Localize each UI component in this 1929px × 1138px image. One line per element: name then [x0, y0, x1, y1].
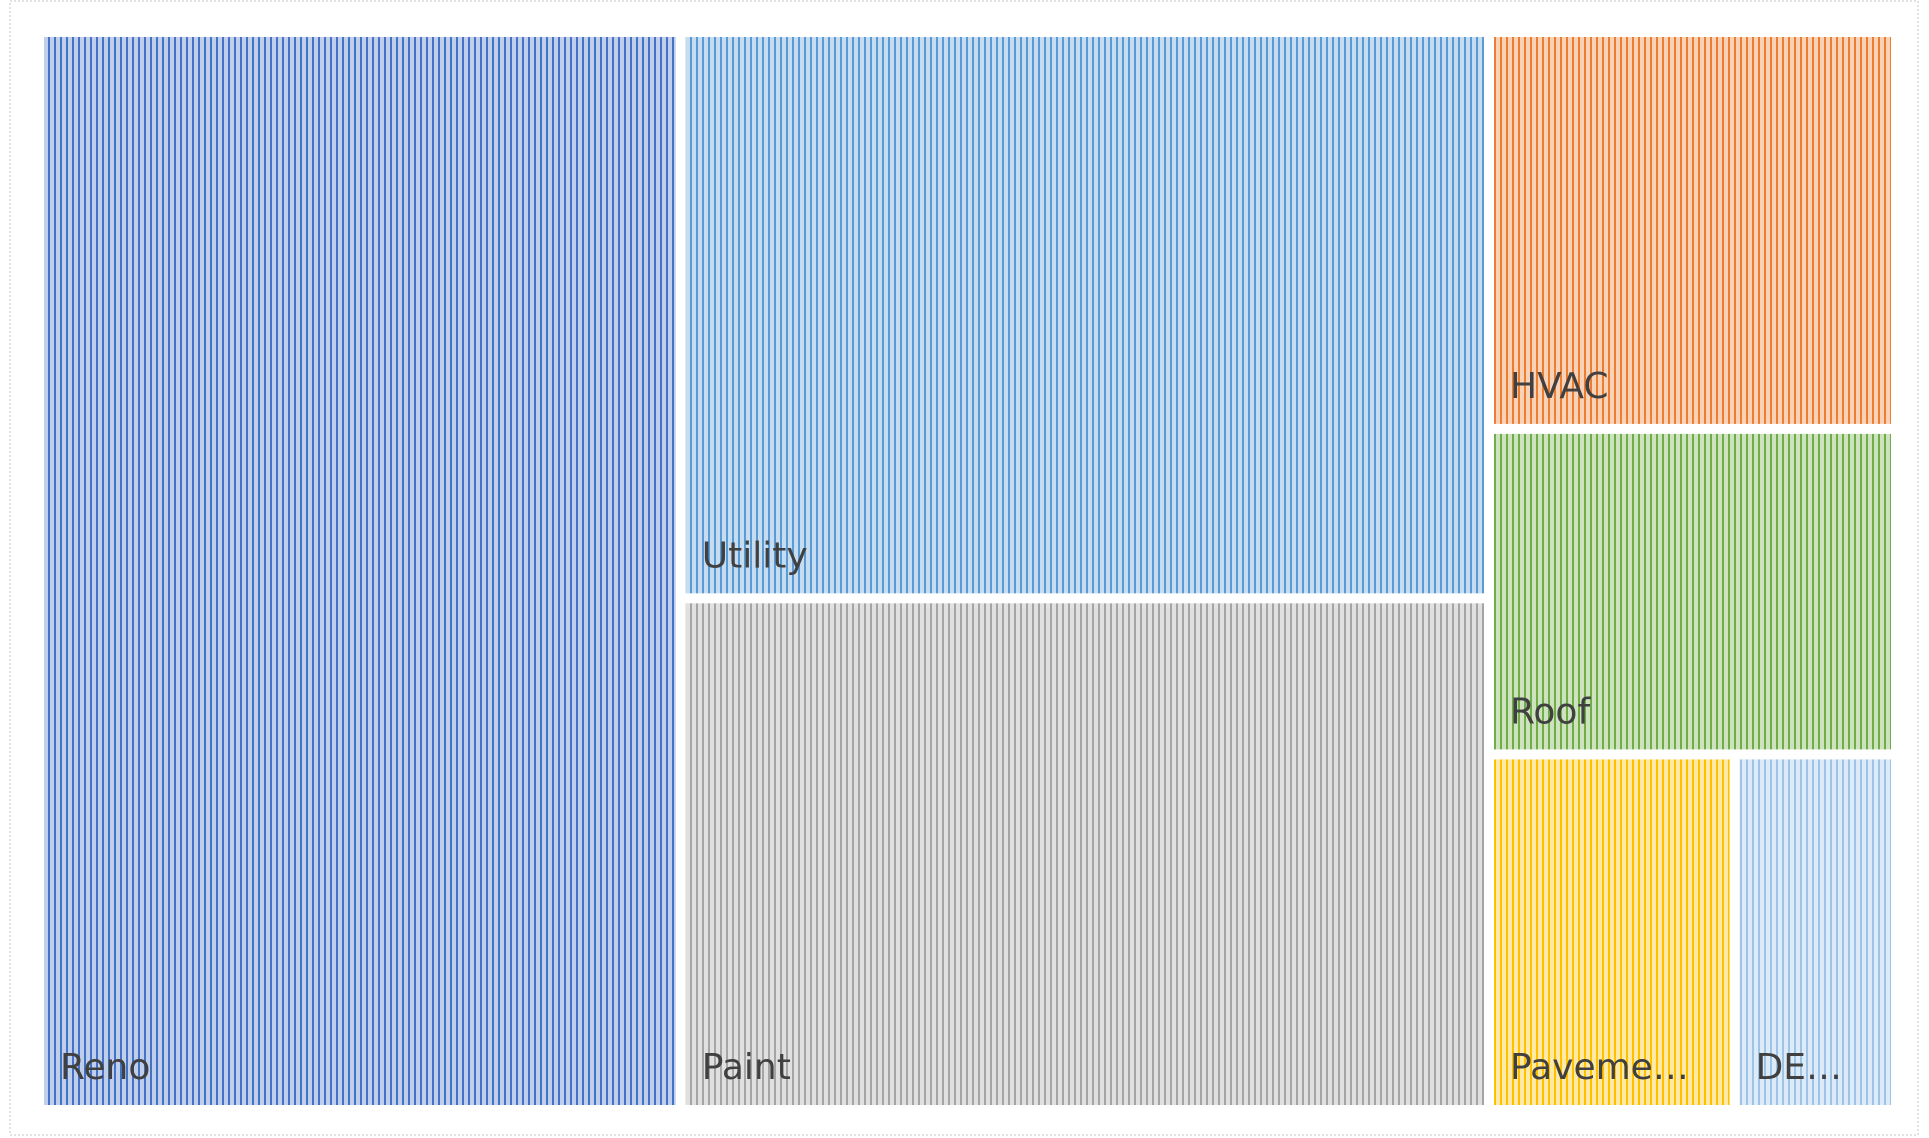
tile-label: Paint: [702, 1047, 791, 1088]
tile-label: Paveme…: [1510, 1047, 1689, 1088]
tile-label: HVAC: [1510, 366, 1609, 407]
treemap-tile: [1494, 37, 1891, 424]
tile-label: DE…: [1756, 1047, 1842, 1088]
tile-label: Roof: [1510, 691, 1591, 732]
tile-label: Reno: [60, 1047, 150, 1088]
treemap-tile: [685, 37, 1485, 594]
treemap-tile: [1494, 759, 1730, 1105]
treemap-tile: [685, 603, 1485, 1105]
treemap-tile: [1739, 759, 1891, 1105]
treemap-tile: [44, 37, 676, 1105]
treemap-tile: [1494, 433, 1891, 750]
tile-label: Utility: [702, 535, 808, 576]
